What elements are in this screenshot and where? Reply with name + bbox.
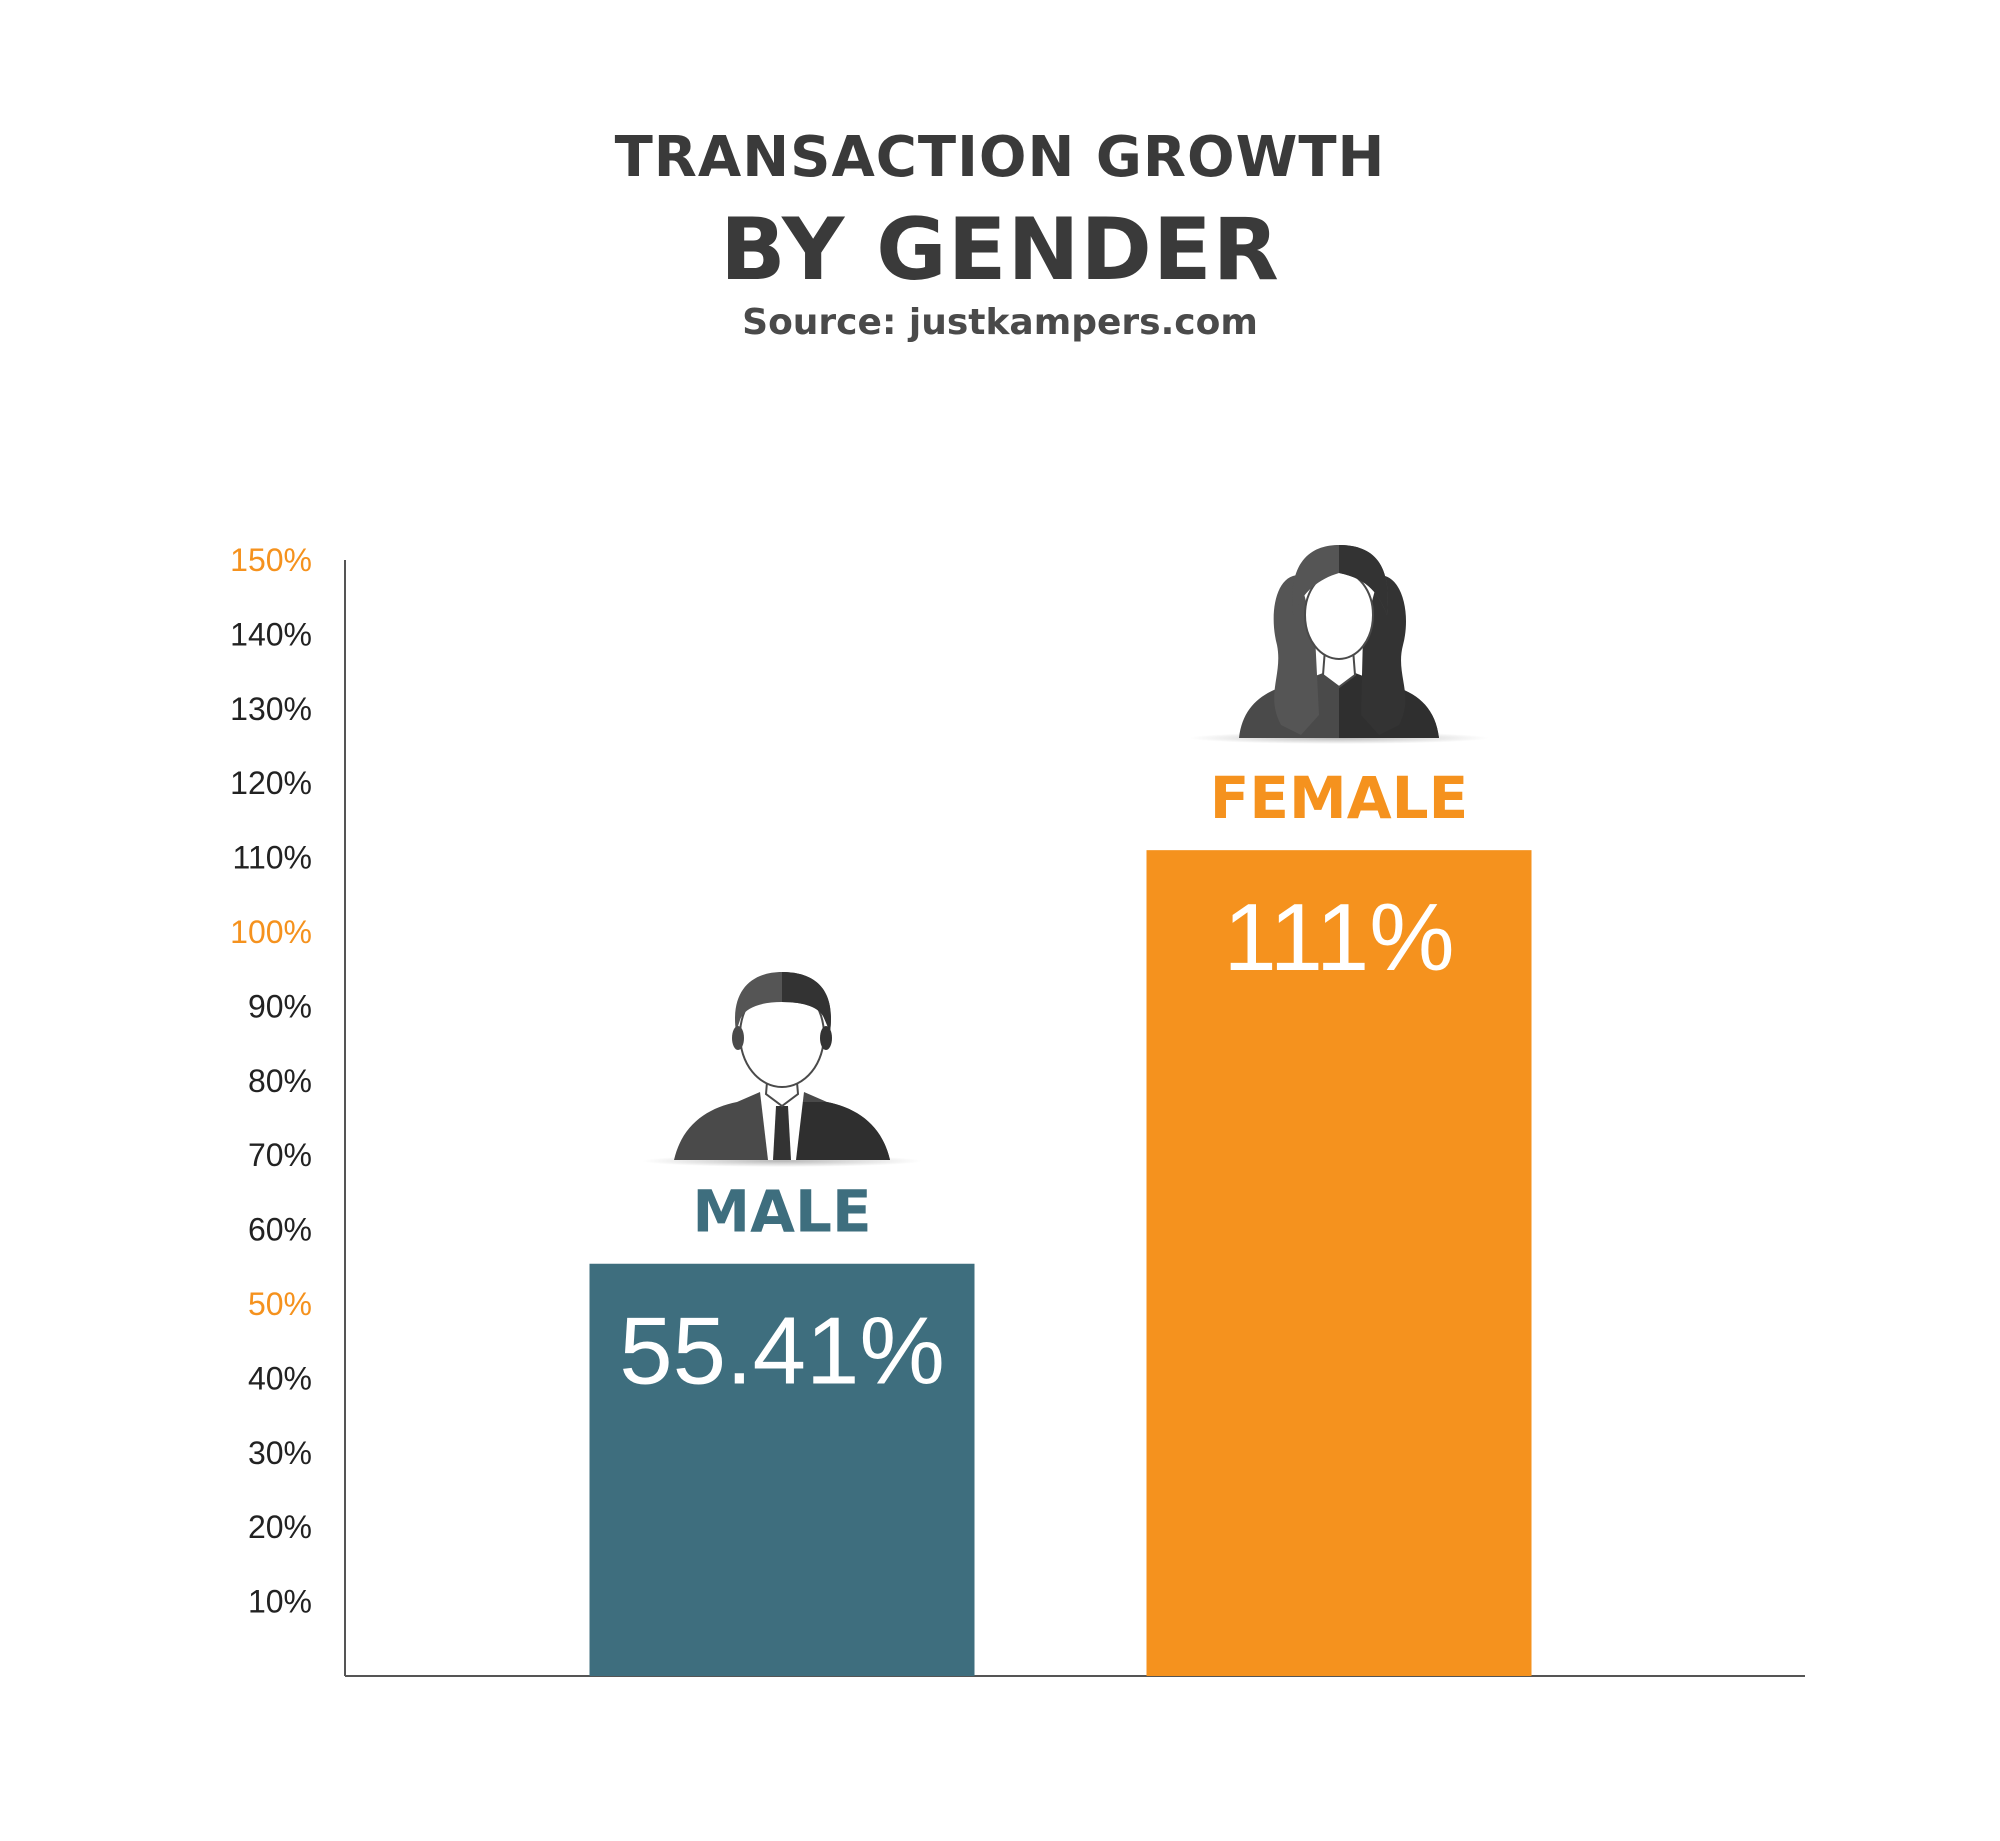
y-tick-label: 80% <box>248 1063 312 1099</box>
chart-subtitle: Source: justkampers.com <box>742 302 1258 343</box>
y-tick-label: 140% <box>230 616 312 652</box>
y-tick-label: 20% <box>248 1509 312 1545</box>
category-label-female: FEMALE <box>1210 764 1468 832</box>
chart-title-line2: BY GENDER <box>720 200 1280 300</box>
y-tick-label: 60% <box>248 1212 312 1248</box>
y-tick-label: 110% <box>233 840 312 876</box>
category-label-male: MALE <box>692 1178 871 1246</box>
y-tick-label: 100% <box>230 914 312 950</box>
woman-avatar-icon <box>1189 545 1489 744</box>
y-tick-label: 10% <box>248 1584 312 1620</box>
bar-female <box>1146 850 1532 1676</box>
y-tick-label: 70% <box>248 1137 312 1173</box>
bar-male <box>589 1263 975 1676</box>
bar-value-label: 111% <box>1223 884 1454 991</box>
man-avatar-icon <box>642 972 922 1167</box>
chart-title-line1: TRANSACTION GROWTH <box>614 125 1386 190</box>
y-tick-label: 40% <box>248 1360 312 1396</box>
y-tick-label: 130% <box>230 691 312 727</box>
y-tick-label: 30% <box>248 1435 312 1471</box>
y-tick-label: 150% <box>230 542 312 578</box>
bar-value-label: 55.41% <box>619 1298 945 1405</box>
y-tick-label: 50% <box>248 1286 312 1322</box>
y-tick-label: 90% <box>248 988 312 1024</box>
y-tick-label: 120% <box>230 765 312 801</box>
